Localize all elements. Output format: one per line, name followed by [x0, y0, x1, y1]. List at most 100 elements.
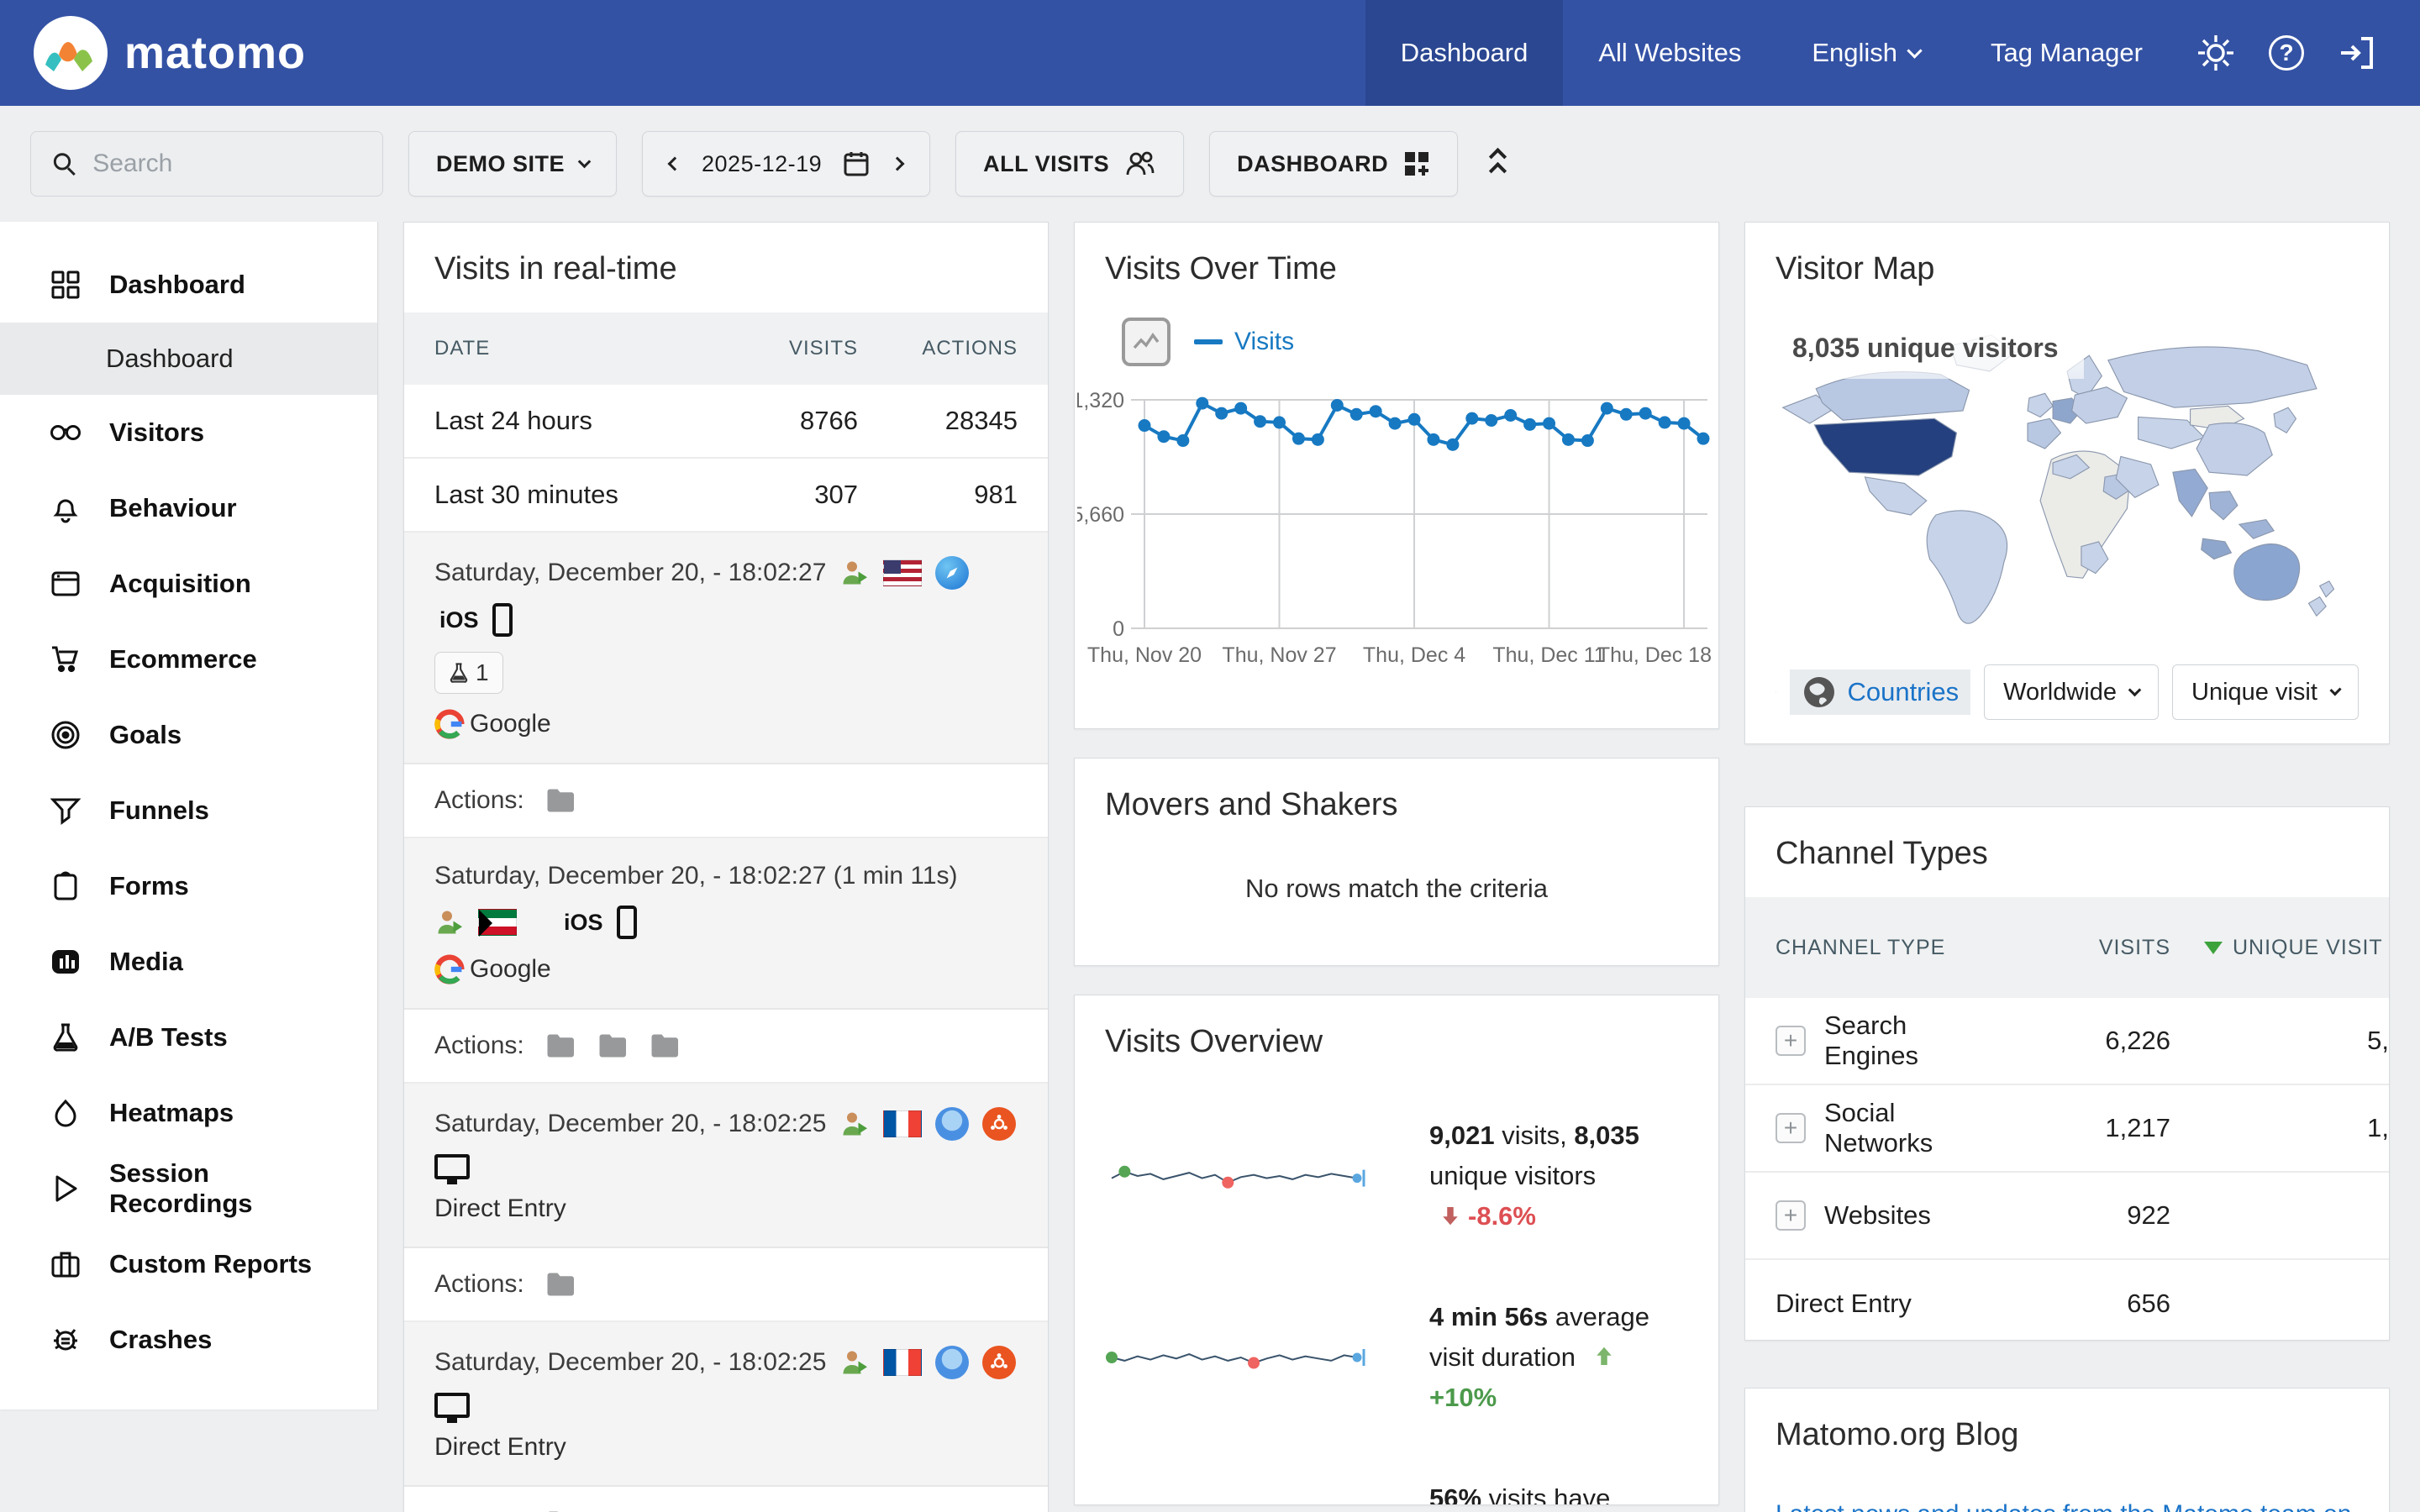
chevron-down-icon: [2329, 684, 2342, 696]
folder-icon[interactable]: [546, 788, 576, 813]
expand-row-icon[interactable]: +: [1776, 1026, 1806, 1056]
flask-icon: [49, 1021, 82, 1054]
actions-row: Actions:: [404, 1487, 1048, 1512]
chromium-browser-icon: [935, 1346, 970, 1379]
widget-title: Matomo.org Blog: [1776, 1417, 2019, 1452]
folder-icon[interactable]: [598, 1033, 629, 1058]
arrow-down-icon: [1443, 1207, 1458, 1226]
flag-us-icon: [883, 559, 923, 586]
world-map[interactable]: 8,035 unique visitors: [1745, 312, 2389, 643]
export-chart-icon[interactable]: [1122, 318, 1171, 366]
binoculars-icon: [49, 416, 82, 449]
channel-types-widget: Channel Types CHANNEL TYPE VISITS UNIQUE…: [1744, 806, 2390, 1341]
desktop-icon: [434, 1393, 470, 1423]
actions-row: Actions:: [404, 764, 1048, 838]
referrer-label: Direct Entry: [434, 1433, 566, 1461]
site-selector-button[interactable]: DEMO SITE: [408, 131, 618, 197]
clipboard-icon: [49, 869, 82, 903]
referrer-line: Google: [434, 709, 1018, 739]
returning-visitor-icon: [843, 561, 868, 585]
chevron-left-icon[interactable]: [667, 156, 682, 171]
table-row: Last 30 minutes 307 981: [404, 459, 1048, 533]
chevron-down-icon: [1907, 42, 1923, 59]
chevron-down-icon: [2128, 683, 2142, 697]
sidebar-item-forms[interactable]: Forms: [0, 848, 377, 924]
sidebar: Dashboard Dashboard Visitors Behaviour A…: [0, 222, 378, 1410]
sidebar-item-dashboard[interactable]: Dashboard: [0, 247, 377, 323]
legend-visits[interactable]: Visits: [1194, 328, 1294, 356]
widget-title: Visits in real-time: [434, 251, 677, 286]
visits-overview-widget: Visits Overview 9,021 visits, 8,035 uniq…: [1074, 995, 1719, 1505]
play-icon: [49, 1172, 82, 1205]
sidebar-item-goals[interactable]: Goals: [0, 697, 377, 773]
chevron-right-icon[interactable]: [890, 156, 905, 171]
referrer-line: Google: [434, 954, 1018, 984]
os-label: iOS: [439, 606, 479, 633]
col-visits[interactable]: VISITS: [2098, 935, 2170, 959]
segment-selector-button[interactable]: ALL VISITS: [955, 131, 1185, 197]
ubuntu-os-icon: [982, 1346, 1017, 1379]
sidebar-subitem-dashboard[interactable]: Dashboard: [0, 323, 377, 395]
gear-icon[interactable]: [2186, 24, 2245, 82]
table-row: Last 24 hours 8766 28345: [404, 385, 1048, 459]
middle-column: Visits Over Time Visits 0 5,660 11,320 Thu,…: [1074, 222, 1719, 1505]
help-icon[interactable]: ?: [2257, 24, 2316, 82]
expand-row-icon[interactable]: +: [1776, 1113, 1806, 1143]
sidebar-item-funnels[interactable]: Funnels: [0, 773, 377, 848]
col-visits: VISITS: [788, 337, 858, 360]
collapse-toolbar-button[interactable]: [1483, 142, 1512, 186]
phone-icon: [492, 603, 513, 637]
sidebar-item-media[interactable]: Media: [0, 924, 377, 1000]
sidebar-item-session-recordings[interactable]: Session Recordings: [0, 1151, 377, 1226]
sidebar-item-acquisition[interactable]: Acquisition: [0, 546, 377, 622]
flag-fr-icon: [883, 1110, 923, 1137]
search-input[interactable]: [92, 150, 362, 178]
countries-link[interactable]: Countries: [1847, 677, 1960, 706]
metric-select[interactable]: Unique visitors: [2172, 664, 2359, 720]
col-unique-visitors[interactable]: UNIQUE VISIT: [2170, 936, 2389, 960]
nav-language-selector[interactable]: English: [1776, 0, 1955, 106]
nav-all-websites[interactable]: All Websites: [1598, 38, 1742, 67]
table-row: + Social Networks 1,217 1,: [1745, 1085, 2389, 1173]
returning-visitor-icon: [843, 1351, 868, 1374]
region-select[interactable]: Worldwide: [1984, 664, 2159, 720]
svg-text:5,660: 5,660: [1077, 503, 1124, 527]
sign-out-icon[interactable]: [2328, 24, 2386, 82]
visits-over-time-chart[interactable]: 0 5,660 11,320 Thu, Nov 20 Thu, Nov 27 Thu, D…: [1077, 366, 1716, 685]
dashboard-selector-button[interactable]: DASHBOARD: [1209, 131, 1459, 197]
table-row: + Search Engines 6,226 5,: [1745, 998, 2389, 1085]
phone-icon: [616, 906, 637, 939]
sparkline-visits: [1111, 1165, 1365, 1189]
folder-icon[interactable]: [546, 1272, 576, 1297]
flask-icon: [450, 663, 468, 683]
sidebar-item-custom-reports[interactable]: Custom Reports: [0, 1226, 377, 1302]
sidebar-item-ecommerce[interactable]: Ecommerce: [0, 622, 377, 697]
sidebar-item-heatmaps[interactable]: Heatmaps: [0, 1075, 377, 1151]
people-icon: [1126, 151, 1155, 176]
main-layout: Dashboard Dashboard Visitors Behaviour A…: [0, 222, 2420, 1512]
overview-row-visits: 9,021 visits, 8,035 unique visitors -8.6…: [1075, 1085, 1718, 1267]
visits-realtime-widget: Visits in real-time DATE VISITS ACTIONS …: [403, 222, 1049, 1512]
blog-post-link[interactable]: Latest news and updates from the Matomo …: [1776, 1500, 2351, 1512]
expand-row-icon[interactable]: +: [1776, 1200, 1806, 1231]
folder-icon[interactable]: [650, 1033, 681, 1058]
sidebar-item-crashes[interactable]: Crashes: [0, 1302, 377, 1378]
safari-browser-icon: [935, 556, 970, 590]
search-box[interactable]: [30, 131, 383, 197]
visitor-row: Saturday, December 20, - 18:02:25 Direct…: [404, 1084, 1048, 1248]
widget-title: Channel Types: [1776, 836, 1988, 871]
folder-icon[interactable]: [546, 1033, 576, 1058]
dashboard-grid-icon: [1405, 152, 1429, 176]
chromium-browser-icon: [935, 1107, 970, 1141]
sidebar-item-visitors[interactable]: Visitors: [0, 395, 377, 470]
nav-dashboard[interactable]: Dashboard: [1365, 0, 1564, 106]
sidebar-item-behaviour[interactable]: Behaviour: [0, 470, 377, 546]
widget-title: Visitor Map: [1776, 251, 1935, 286]
table-row: + Websites 922: [1745, 1173, 2389, 1260]
sidebar-item-ab-tests[interactable]: A/B Tests: [0, 1000, 377, 1075]
nav-tag-manager[interactable]: Tag Manager: [1991, 38, 2143, 67]
returning-visitor-icon: [843, 1112, 868, 1136]
dashboard-grid-icon: [49, 268, 82, 302]
legend-dash-icon: [1194, 339, 1223, 344]
date-picker-button[interactable]: 2025-12-19: [642, 131, 931, 197]
